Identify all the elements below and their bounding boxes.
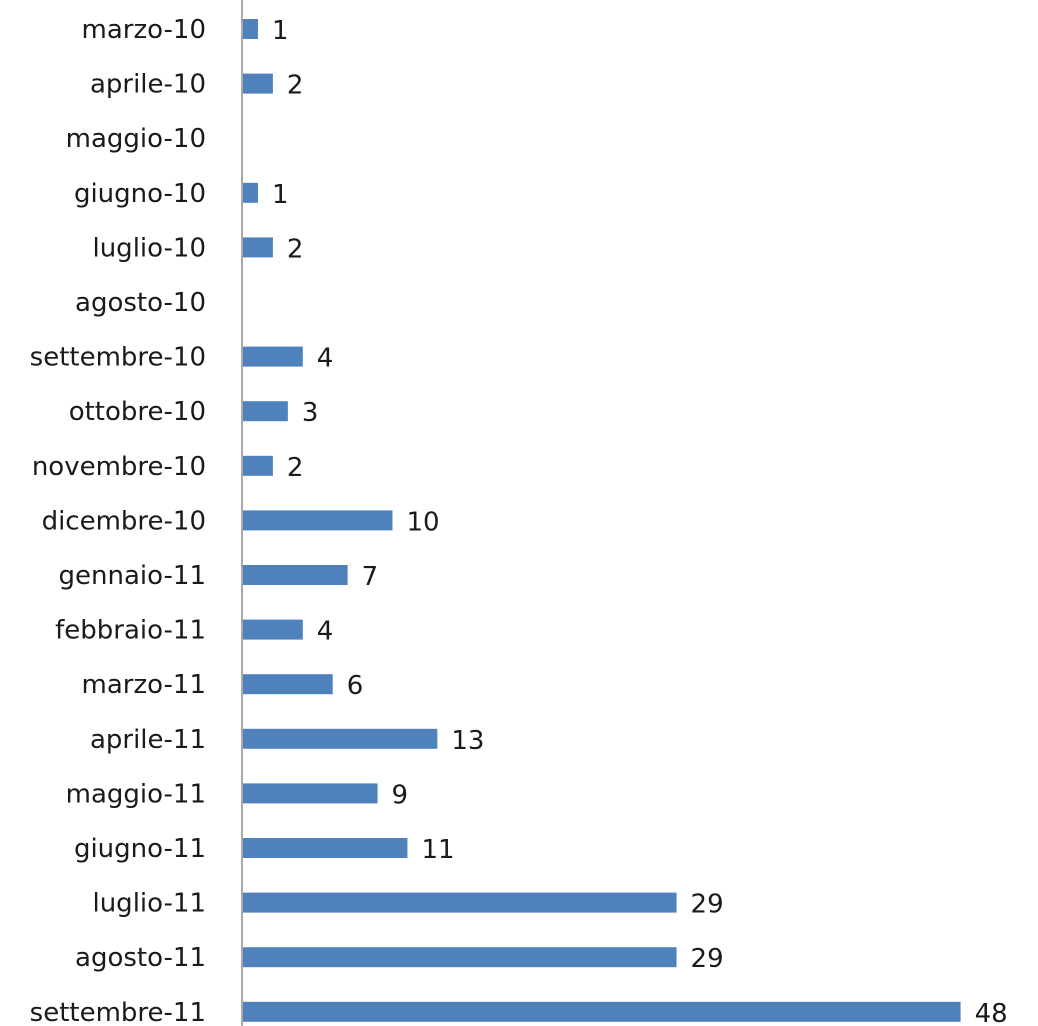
category-label: aprile-10 [90, 70, 206, 100]
category-label: settembre-11 [30, 998, 206, 1026]
category-label: aprile-11 [90, 725, 206, 755]
value-label: 10 [407, 507, 440, 537]
value-label: 4 [317, 617, 334, 647]
bar [243, 1001, 961, 1022]
value-label: 9 [392, 780, 409, 810]
bar [243, 510, 393, 531]
value-label: 1 [272, 16, 289, 46]
bar [243, 892, 677, 913]
bar [243, 19, 258, 39]
bar [243, 346, 303, 367]
category-label: maggio-10 [66, 124, 206, 154]
category-label: settembre-10 [30, 343, 206, 373]
category-label: febbraio-11 [55, 616, 206, 646]
category-labels: marzo-10 aprile-10 maggio-10 giugno-10 lugli… [30, 15, 206, 1026]
bar [243, 565, 348, 585]
category-label: maggio-11 [66, 779, 206, 809]
value-label: 11 [421, 835, 454, 865]
bar [243, 619, 303, 640]
value-label: 2 [287, 71, 304, 101]
bar [243, 783, 378, 804]
value-label: 2 [287, 234, 304, 264]
value-label: 4 [317, 344, 334, 374]
bar [243, 728, 438, 749]
bar [243, 182, 258, 203]
category-label: luglio-10 [92, 233, 206, 263]
value-label: 29 [691, 890, 724, 920]
bars [243, 19, 961, 1022]
value-label: 48 [975, 999, 1008, 1026]
category-label: luglio-11 [92, 889, 206, 919]
value-label: 3 [302, 398, 319, 428]
bar [243, 455, 273, 476]
bar [243, 237, 273, 258]
value-label: 2 [287, 453, 304, 483]
category-label: giugno-11 [74, 834, 206, 864]
bar [243, 838, 408, 858]
category-label: dicembre-10 [42, 506, 206, 536]
value-label: 7 [362, 562, 379, 592]
value-label: 1 [272, 180, 289, 210]
value-label: 6 [347, 671, 364, 701]
value-label: 13 [451, 726, 484, 756]
category-label: marzo-10 [82, 15, 206, 45]
bar [243, 947, 677, 968]
category-label: ottobre-10 [69, 397, 206, 427]
category-label: agosto-11 [75, 943, 206, 973]
bar [243, 674, 333, 695]
category-label: marzo-11 [82, 670, 206, 700]
bar [243, 73, 273, 94]
category-label: agosto-10 [75, 288, 206, 318]
bar [243, 401, 288, 422]
category-label: novembre-10 [32, 452, 206, 482]
value-label: 29 [691, 944, 724, 974]
category-label: giugno-10 [74, 179, 206, 209]
category-label: gennaio-11 [59, 561, 206, 591]
